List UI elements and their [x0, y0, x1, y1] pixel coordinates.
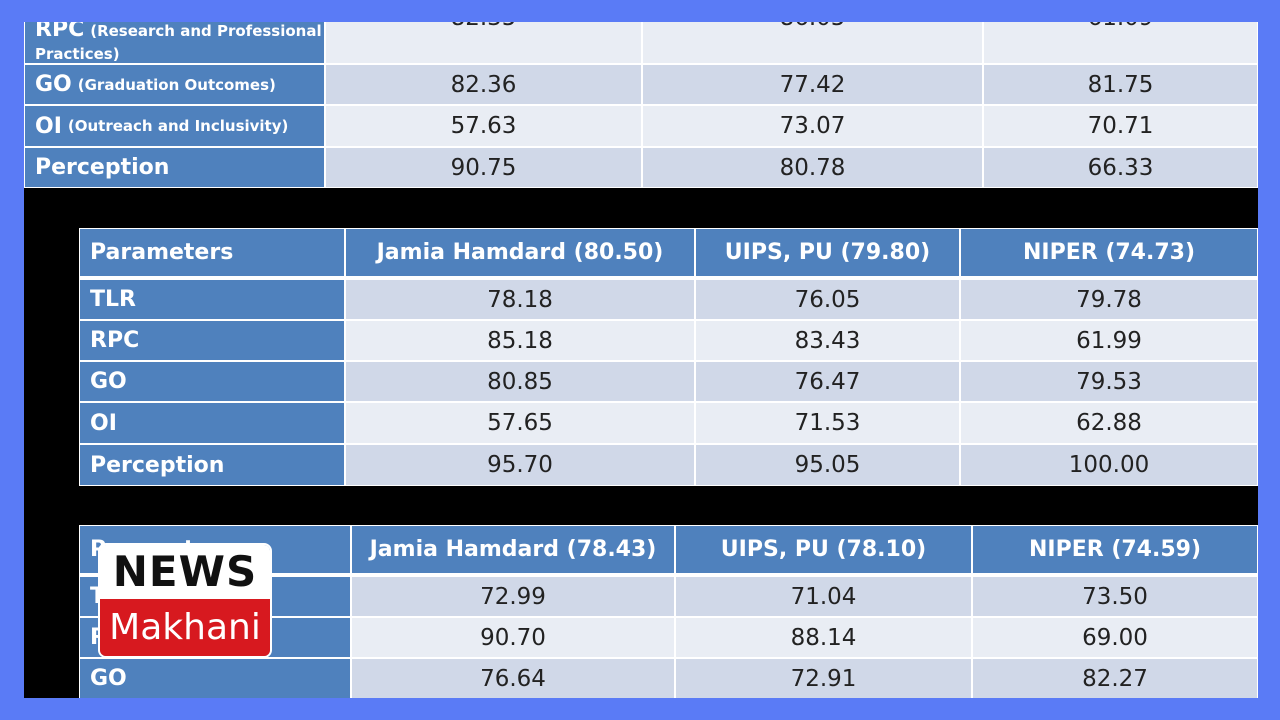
header-cell: Parameters [79, 228, 345, 279]
value-cell: 71.53 [695, 402, 960, 444]
tables-frame: RPC (Research and Professional Practices)… [24, 22, 1258, 698]
value-cell: 95.70 [345, 444, 695, 486]
row-label-text: RPC [90, 328, 140, 353]
header-cell: NIPER (74.73) [960, 228, 1258, 279]
row-label-note: (Outreach and Inclusivity) [67, 117, 289, 135]
value-cell: 85.18 [345, 320, 695, 361]
row-label-text: GO [90, 369, 127, 394]
value-cell: 80.78 [642, 147, 983, 188]
value-cell: 83.43 [695, 320, 960, 361]
row-label-note: (Graduation Outcomes) [77, 75, 276, 94]
row-label: RPC [79, 320, 345, 361]
row-label-text: Perception [35, 155, 170, 180]
value-cell: 61.99 [960, 320, 1258, 361]
value-cell: 81.75 [983, 64, 1258, 105]
value-cell: 82.35 [325, 22, 642, 64]
value-cell: 61.09 [983, 22, 1258, 64]
value-cell: 80.85 [345, 361, 695, 402]
header-cell: UIPS, PU (78.10) [675, 525, 972, 576]
logo-top: NEWS [100, 545, 270, 599]
value-cell: 76.64 [351, 658, 675, 698]
value-cell: 73.50 [972, 576, 1258, 617]
value-cell: 95.05 [695, 444, 960, 486]
value-cell: 72.99 [351, 576, 675, 617]
row-label-text: OI [90, 410, 117, 436]
value-cell: 69.00 [972, 617, 1258, 658]
value-cell: 72.91 [675, 658, 972, 698]
value-cell: 57.65 [345, 402, 695, 444]
value-cell: 82.27 [972, 658, 1258, 698]
logo: NEWS Makhani [98, 543, 272, 658]
value-cell: 100.00 [960, 444, 1258, 486]
value-cell: 79.78 [960, 279, 1258, 320]
row-label: TLR [79, 279, 345, 320]
value-cell: 57.63 [325, 105, 642, 147]
value-cell: 76.05 [695, 279, 960, 320]
header-cell: Jamia Hamdard (80.50) [345, 228, 695, 279]
value-cell: 88.14 [675, 617, 972, 658]
row-label: OI (Outreach and Inclusivity) [24, 105, 325, 147]
row-label-note: (Research and Professional Practices) [35, 22, 322, 63]
row-label: GO [79, 361, 345, 402]
header-cell: Jamia Hamdard (78.43) [351, 525, 675, 576]
value-cell: 86.05 [642, 22, 983, 64]
row-label-text: TLR [90, 287, 136, 312]
row-label: RPC (Research and Professional Practices) [24, 22, 325, 64]
value-cell: 66.33 [983, 147, 1258, 188]
row-label: Perception [24, 147, 325, 188]
row-label: GO (Graduation Outcomes) [24, 64, 325, 105]
row-label: OI [79, 402, 345, 444]
row-label-text: GO [35, 72, 72, 97]
value-cell: 77.42 [642, 64, 983, 105]
row-label-text: GO [90, 666, 127, 691]
value-cell: 90.70 [351, 617, 675, 658]
value-cell: 82.36 [325, 64, 642, 105]
row-label: Perception [79, 444, 345, 486]
value-cell: 73.07 [642, 105, 983, 147]
value-cell: 62.88 [960, 402, 1258, 444]
value-cell: 79.53 [960, 361, 1258, 402]
value-cell: 71.04 [675, 576, 972, 617]
value-cell: 76.47 [695, 361, 960, 402]
logo-bottom: Makhani [100, 599, 270, 656]
header-cell: NIPER (74.59) [972, 525, 1258, 576]
header-cell: UIPS, PU (79.80) [695, 228, 960, 279]
row-label-text: Perception [90, 452, 225, 478]
row-label-text: RPC [35, 22, 85, 42]
row-label-text: OI [35, 113, 62, 139]
value-cell: 78.18 [345, 279, 695, 320]
value-cell: 70.71 [983, 105, 1258, 147]
value-cell: 90.75 [325, 147, 642, 188]
row-label: GO [79, 658, 351, 698]
